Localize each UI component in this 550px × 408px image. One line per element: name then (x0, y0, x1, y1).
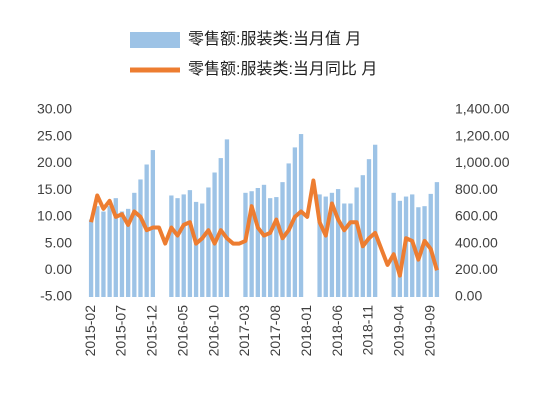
bar (88, 219, 94, 297)
bar (119, 211, 125, 297)
x-tick-label: 2016-10 (205, 305, 221, 357)
bar (329, 192, 335, 297)
bar (249, 191, 254, 297)
bar (422, 206, 427, 297)
y-tick-label: 20.00 (37, 154, 72, 170)
bar (348, 203, 353, 297)
bar (342, 203, 347, 297)
y2-tick-label: 0.00 (455, 288, 482, 304)
line (89, 178, 439, 278)
y-tick-label: 5.00 (45, 234, 72, 250)
x-tick-label: 2017-08 (267, 305, 283, 357)
bar (181, 194, 186, 297)
y2-tick-label: 1,400.00 (455, 101, 510, 117)
bar (107, 206, 112, 297)
bar (113, 198, 118, 297)
bar (218, 158, 223, 297)
bar (317, 194, 322, 297)
bar (274, 197, 279, 297)
bar (175, 198, 180, 297)
bar (335, 189, 341, 297)
x-tick-label: 2018-01 (298, 305, 314, 357)
x-tick-label: 2015-12 (144, 305, 160, 357)
bar (132, 192, 137, 297)
bar (397, 200, 403, 297)
bar (298, 134, 304, 297)
bar (434, 182, 440, 297)
y-tick-label: 10.00 (37, 208, 72, 224)
y2-tick-label: 1,200.00 (455, 127, 510, 143)
legend-swatch (130, 32, 180, 48)
bar (138, 179, 143, 297)
legend-label: 零售额:服装类:当月值 月 (188, 30, 361, 48)
y2-tick-label: 1,000.00 (455, 154, 510, 170)
y2-tick-label: 200.00 (455, 261, 498, 277)
x-tick-label: 2015-02 (82, 305, 98, 357)
bar (193, 201, 199, 297)
x-tick-label: 2017-03 (236, 305, 252, 357)
bar (95, 206, 100, 297)
bar (150, 150, 156, 297)
x-tick-label: 2018-11 (360, 305, 376, 356)
bar (428, 193, 433, 297)
bar (212, 172, 217, 297)
bar (268, 198, 273, 297)
bar (354, 187, 359, 297)
bar (187, 190, 193, 297)
y-tick-label: -5.00 (40, 288, 72, 304)
bar (261, 184, 267, 297)
y2-tick-label: 400.00 (455, 234, 498, 250)
bar (360, 175, 365, 297)
bar (416, 207, 421, 297)
y-tick-label: 15.00 (37, 181, 72, 197)
bar (323, 196, 328, 297)
legend-label: 零售额:服装类:当月同比 月 (188, 60, 377, 78)
bar (224, 139, 230, 297)
x-tick-label: 2015-07 (113, 305, 129, 357)
bar (101, 211, 106, 297)
bar (391, 192, 396, 297)
y-tick-label: 25.00 (37, 127, 72, 143)
x-tick-label: 2016-05 (174, 305, 190, 357)
bar (366, 159, 372, 297)
y-tick-label: 0.00 (45, 261, 72, 277)
x-tick-label: 2018-06 (329, 305, 345, 357)
bar (200, 203, 205, 297)
bar (292, 147, 298, 297)
y2-tick-label: 600.00 (455, 208, 498, 224)
bar (206, 187, 211, 297)
bar (125, 208, 131, 297)
x-tick-label: 2019-04 (391, 305, 407, 357)
bar (255, 188, 260, 297)
bar (372, 144, 378, 297)
bar (243, 192, 248, 297)
x-tick-label: 2019-09 (421, 305, 437, 357)
y-tick-label: 30.00 (37, 101, 72, 117)
bar (169, 195, 174, 297)
y2-tick-label: 800.00 (455, 181, 498, 197)
